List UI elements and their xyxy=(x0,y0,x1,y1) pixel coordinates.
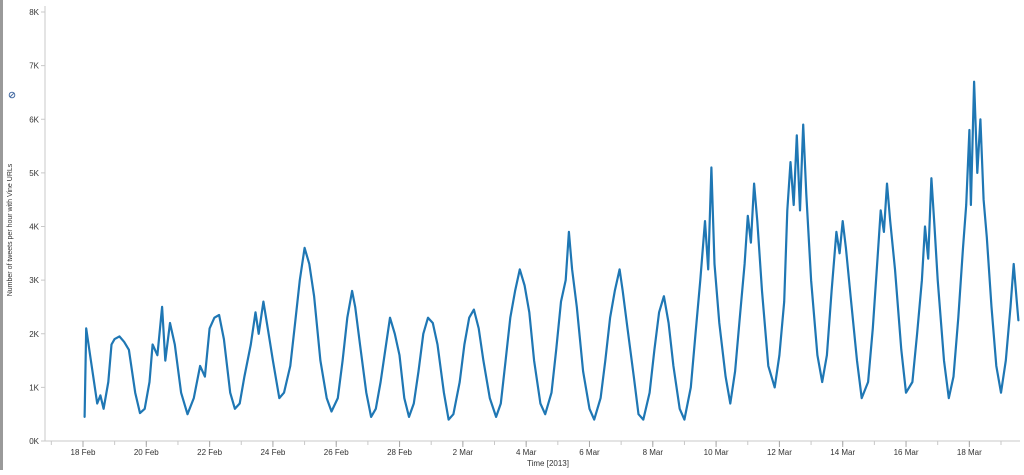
x-tick-label: 18 Feb xyxy=(71,448,96,457)
sort-icon[interactable] xyxy=(8,91,16,99)
x-tick-label: 8 Mar xyxy=(643,448,664,457)
x-axis-title: Time [2013] xyxy=(527,459,569,468)
series-line xyxy=(83,80,1020,421)
y-axis: 0K 1K 2K 3K 4K 5K 6K 7K 8K xyxy=(29,6,46,446)
y-tick-label: 6K xyxy=(29,115,39,124)
x-tick-label: 14 Mar xyxy=(830,448,855,457)
y-tick-label: 8K xyxy=(29,8,39,17)
x-tick-label: 26 Feb xyxy=(324,448,349,457)
x-tick-label: 24 Feb xyxy=(260,448,285,457)
y-tick-label: 7K xyxy=(29,62,39,71)
x-tick-label: 22 Feb xyxy=(197,448,222,457)
y-tick-label: 4K xyxy=(29,223,39,232)
left-border-strip xyxy=(0,0,3,470)
y-tick-label: 0K xyxy=(29,437,39,446)
y-tick-label: 2K xyxy=(29,330,39,339)
x-tick-label: 12 Mar xyxy=(767,448,792,457)
series-layer xyxy=(83,80,1020,421)
x-tick-label: 28 Feb xyxy=(387,448,412,457)
y-tick-label: 1K xyxy=(29,383,39,392)
x-tick-label: 6 Mar xyxy=(579,448,600,457)
y-tick-label: 3K xyxy=(29,276,39,285)
x-tick-label: 18 Mar xyxy=(957,448,982,457)
x-axis: 18 Feb 20 Feb 22 Feb 24 Feb 26 Feb 28 Feb 2 Ma… xyxy=(45,440,1020,457)
y-tick-label: 5K xyxy=(29,169,39,178)
x-tick-label: 4 Mar xyxy=(516,448,537,457)
x-tick-label: 16 Mar xyxy=(894,448,919,457)
x-tick-label: 20 Feb xyxy=(134,448,159,457)
x-tick-label: 10 Mar xyxy=(704,448,729,457)
x-tick-label: 2 Mar xyxy=(453,448,474,457)
y-axis-title: Number of tweets per hour with Vine URLs xyxy=(7,163,14,296)
